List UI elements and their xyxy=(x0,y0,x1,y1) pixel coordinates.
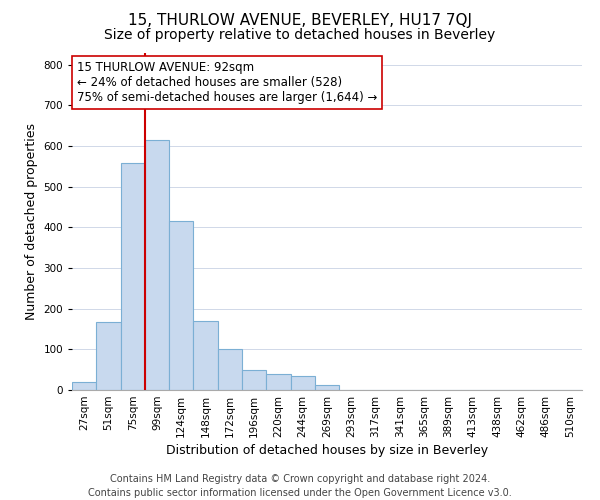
Bar xyxy=(145,140,169,390)
Bar xyxy=(169,221,193,390)
Text: Contains HM Land Registry data © Crown copyright and database right 2024.
Contai: Contains HM Land Registry data © Crown c… xyxy=(88,474,512,498)
Bar xyxy=(266,374,290,390)
Text: 15, THURLOW AVENUE, BEVERLEY, HU17 7QJ: 15, THURLOW AVENUE, BEVERLEY, HU17 7QJ xyxy=(128,12,472,28)
Bar xyxy=(290,376,315,390)
Y-axis label: Number of detached properties: Number of detached properties xyxy=(25,122,38,320)
Bar xyxy=(96,322,121,390)
Bar xyxy=(242,370,266,390)
Text: 15 THURLOW AVENUE: 92sqm
← 24% of detached houses are smaller (528)
75% of semi-: 15 THURLOW AVENUE: 92sqm ← 24% of detach… xyxy=(77,61,377,104)
X-axis label: Distribution of detached houses by size in Beverley: Distribution of detached houses by size … xyxy=(166,444,488,457)
Text: Size of property relative to detached houses in Beverley: Size of property relative to detached ho… xyxy=(104,28,496,42)
Bar xyxy=(193,321,218,390)
Bar xyxy=(72,382,96,390)
Bar xyxy=(315,385,339,390)
Bar xyxy=(121,163,145,390)
Bar xyxy=(218,348,242,390)
